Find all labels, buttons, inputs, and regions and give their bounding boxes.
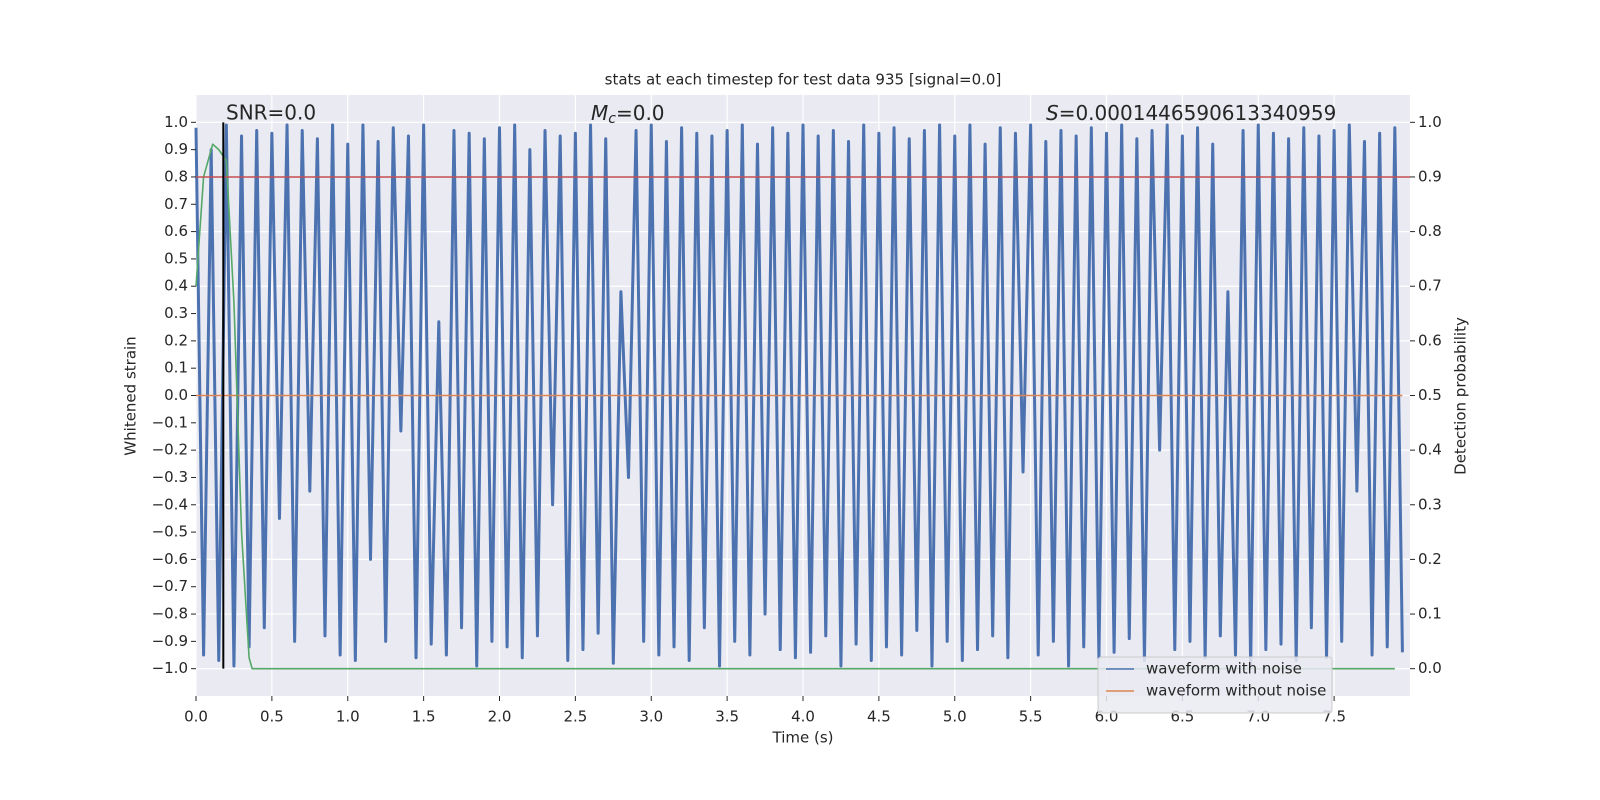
y-tick-label: 0.5 [164,249,188,267]
labels: 0.0 0.5 1.0 1.5 2.0 2.5 3.0 3.5 4.0 4.5 5.0 5.5 6.0 6… [152,113,1442,726]
annotation-text: =0.0 [616,101,665,125]
legend-label: waveform without noise [1146,682,1326,700]
y2-tick-label: 0.4 [1418,441,1442,459]
y2-tick-label: 1.0 [1418,113,1442,131]
series-line [194,123,1404,668]
x-tick-label: 5.0 [943,708,967,726]
y-tick-label: −0.8 [152,605,188,623]
x-tick-label: 2.0 [488,708,512,726]
annotation-symbol: S [1046,101,1059,125]
x-tick-label: 3.5 [715,708,739,726]
annotation: S=0.0001446590613340959 [1046,101,1336,125]
y2-tick-label: 0.2 [1418,550,1442,568]
y-tick-label: −0.2 [152,441,188,459]
chart-title: stats at each timestep for test data 935… [605,71,1002,89]
y-tick-label: 0.2 [164,331,188,349]
y2-tick-label: 0.3 [1418,495,1442,513]
annotation: Mc=0.0 [591,101,665,128]
y-tick-label: 0.8 [164,167,188,185]
x-tick-label: 4.0 [791,708,815,726]
legend-label: waveform with noise [1146,660,1302,678]
y-tick-label: 1.0 [164,113,188,131]
x-tick-label: 1.5 [412,708,436,726]
y2-axis-label: Detection probability [1452,317,1470,475]
y-tick-label: 0.9 [164,140,188,158]
x-tick-label: 5.5 [1019,708,1043,726]
series-line [195,143,1395,670]
y-tick-label: 0.3 [164,304,188,322]
x-tick-label: 4.5 [867,708,891,726]
y2-tick-label: 0.8 [1418,222,1442,240]
y-tick-label: 0.0 [164,386,188,404]
x-tick-label: 0.5 [260,708,284,726]
annotation-subscript: c [608,111,616,127]
y2-tick-label: 0.1 [1418,605,1442,623]
annotation-symbol: M [591,101,608,125]
x-axis-label: Time (s) [772,729,834,747]
x-tick-label: 3.0 [639,708,663,726]
y-tick-label: 0.4 [164,277,188,295]
x-tick-label: 1.0 [336,708,360,726]
y-tick-label: −0.7 [152,577,188,595]
annotation-text: =0.0001446590613340959 [1059,101,1337,125]
y-axis-label: Whitened strain [122,336,140,455]
y-tick-label: −0.9 [152,632,188,650]
y-tick-label: −0.6 [152,550,188,568]
y2-tick-label: 0.5 [1418,386,1442,404]
y2-tick-label: 0.7 [1418,277,1442,295]
y-tick-label: 0.6 [164,222,188,240]
x-tick-label: 0.0 [184,708,208,726]
y-tick-label: −0.1 [152,413,188,431]
legend-box [1097,656,1333,714]
marks [194,122,1410,670]
x-tick-label: 2.5 [563,708,587,726]
y2-tick-label: 0.9 [1418,167,1442,185]
y2-tick-label: 0.6 [1418,331,1442,349]
y-tick-label: −1.0 [152,659,188,677]
y-tick-label: 0.1 [164,359,188,377]
legend: waveform with noise waveform without nois… [1097,656,1333,714]
y-tick-label: −0.5 [152,523,188,541]
y-tick-label: −0.4 [152,495,188,513]
annotation: SNR=0.0 [226,101,316,125]
y-tick-label: −0.3 [152,468,188,486]
y2-tick-label: 0.0 [1418,659,1442,677]
y-tick-label: 0.7 [164,195,188,213]
